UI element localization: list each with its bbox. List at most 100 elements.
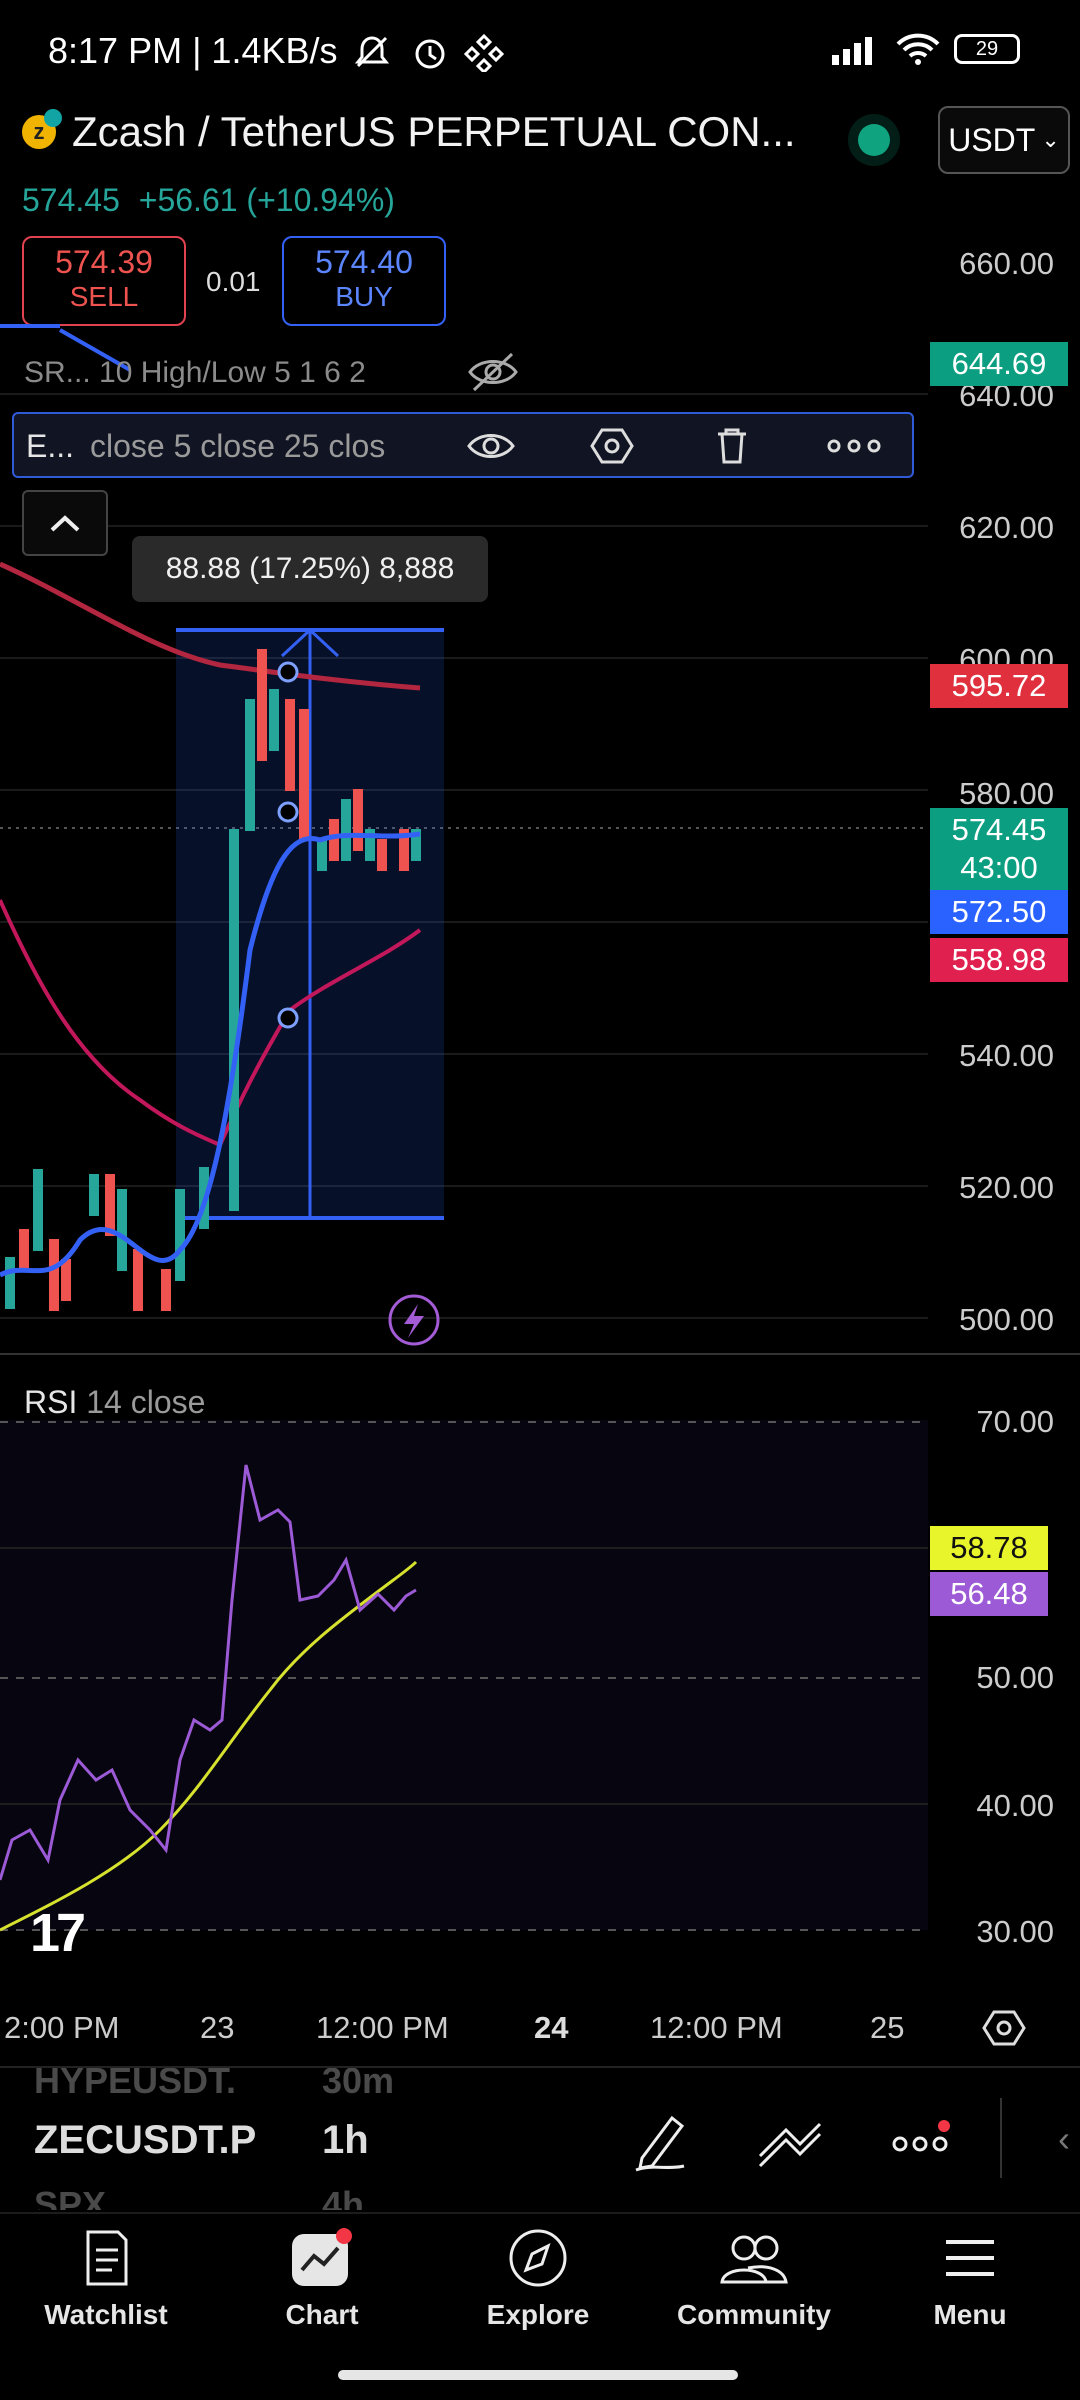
measure-handle[interactable] — [277, 801, 299, 823]
more-icon[interactable] — [826, 426, 882, 471]
signal-icon — [832, 37, 872, 65]
price-chart[interactable] — [0, 300, 1080, 1360]
nav-label: Chart — [285, 2299, 359, 2330]
status-time: 8:17 PM | 1.4KB/s — [48, 30, 338, 71]
rsi-scale-label: 40.00 — [976, 1788, 1054, 1823]
eye-off-icon[interactable] — [466, 350, 520, 399]
community-icon — [720, 2235, 788, 2284]
rsi-scale-label: 50.00 — [976, 1660, 1054, 1695]
time-axis-label: 23 — [200, 2010, 235, 2045]
nav-community[interactable]: Community — [664, 2228, 844, 2331]
last-price-tag: 574.45 — [930, 808, 1068, 852]
symbol-picker-current[interactable]: ZECUSDT.P — [34, 2118, 257, 2162]
time-axis-label: 25 — [870, 2010, 905, 2045]
rsi-tag: 56.48 — [930, 1572, 1048, 1616]
chevron-down-icon: ⌄ — [1041, 127, 1060, 152]
rsi-name: RSI — [24, 1384, 78, 1420]
chevron-up-icon — [50, 515, 80, 532]
trash-icon[interactable] — [714, 426, 750, 471]
symbol-title[interactable]: Zcash / TetherUS PERPETUAL CON... — [72, 108, 796, 155]
price-tag: 558.98 — [930, 938, 1068, 982]
draw-pen-icon[interactable] — [632, 2112, 688, 2177]
ema-name: E... — [26, 428, 75, 464]
symbol-picker-prev[interactable]: HYPEUSDT. — [34, 2066, 237, 2101]
interval-picker-next[interactable]: 4h — [322, 2184, 365, 2210]
rsi-params: 14 close — [86, 1384, 206, 1420]
price-scale-label: 540.00 — [959, 1038, 1054, 1073]
chart-icon — [292, 2228, 352, 2286]
more-tools-icon[interactable] — [890, 2112, 954, 2177]
price-change-percent: (+10.94%) — [246, 182, 395, 218]
symbol-picker-next[interactable]: SPX — [34, 2184, 107, 2210]
sr-indicator-label[interactable]: SR... 10 High/Low 5 1 6 2 — [24, 356, 366, 389]
ema-params: close 5 close 25 clos — [90, 428, 386, 464]
time-axis-label: 24 — [534, 2010, 569, 2045]
price-tag: 572.50 — [930, 890, 1068, 934]
status-bar: 8:17 PM | 1.4KB/s 29 — [0, 0, 1080, 100]
wifi-icon — [896, 33, 940, 65]
nav-explore[interactable]: Explore — [448, 2228, 628, 2331]
toolbar-divider — [1000, 2098, 1002, 2178]
measure-tooltip: 88.88 (17.25%) 8,888 — [132, 536, 488, 602]
currency-value: USDT — [948, 121, 1036, 158]
mute-icon — [352, 32, 392, 77]
lightning-icon[interactable] — [388, 1294, 440, 1346]
compass-icon — [509, 2229, 567, 2287]
binance-icon — [463, 32, 505, 77]
buy-button[interactable]: 574.40 BUY — [282, 236, 446, 326]
trend-line-icon[interactable] — [756, 2112, 824, 2177]
zcash-coin-icon: z — [22, 109, 62, 149]
eye-icon[interactable] — [466, 426, 516, 471]
price-scale-label: 580.00 — [959, 776, 1054, 811]
nav-watchlist[interactable]: Watchlist — [16, 2228, 196, 2331]
time-axis-label: 12:00 PM — [650, 2010, 783, 2045]
ema-indicator-bar[interactable]: E... close 5 close 25 clos — [12, 412, 914, 478]
collapse-indicators-button[interactable] — [22, 490, 108, 556]
nav-menu[interactable]: Menu — [880, 2228, 1060, 2331]
buy-price: 574.40 — [315, 244, 413, 280]
alarm-icon — [410, 32, 450, 77]
rsi-scale-label: 70.00 — [976, 1404, 1054, 1439]
price-tag: 644.69 — [930, 342, 1068, 386]
measure-handle[interactable] — [277, 1007, 299, 1029]
chart-toolbar: HYPEUSDT. ZECUSDT.P SPX 30m 1h 4h ‹ — [0, 2066, 1080, 2210]
rsi-tag: 58.78 — [930, 1526, 1048, 1570]
chart-settings-icon[interactable] — [982, 2008, 1026, 2053]
measure-handle[interactable] — [277, 661, 299, 683]
countdown-tag: 43:00 — [930, 846, 1068, 890]
price-tag: 595.72 — [930, 664, 1068, 708]
home-indicator[interactable] — [338, 2370, 738, 2380]
watchlist-icon — [86, 2230, 128, 2286]
nav-label: Community — [677, 2299, 831, 2330]
settings-hex-icon[interactable] — [590, 426, 634, 471]
chevron-left-icon[interactable]: ‹ — [1058, 2118, 1070, 2159]
last-price: 574.45 — [22, 182, 120, 218]
interval-picker-current[interactable]: 1h — [322, 2118, 369, 2162]
price-scale-label: 620.00 — [959, 510, 1054, 545]
price-scale-label: 500.00 — [959, 1302, 1054, 1337]
nav-chart[interactable]: Chart — [232, 2228, 412, 2331]
rsi-chart[interactable] — [0, 1356, 1080, 1976]
interval-picker-prev[interactable]: 30m — [322, 2066, 395, 2101]
spread-value: 0.01 — [206, 266, 261, 297]
market-status-indicator[interactable] — [858, 124, 890, 156]
symbol-header[interactable]: z Zcash / TetherUS PERPETUAL CON... — [22, 108, 832, 156]
sell-button[interactable]: 574.39 SELL — [22, 236, 186, 326]
price-scale-label: 660.00 — [959, 246, 1054, 281]
buy-label: BUY — [335, 281, 393, 312]
price-change-line: 574.45 +56.61 (+10.94%) — [22, 182, 395, 219]
hamburger-icon — [946, 2240, 994, 2276]
rsi-indicator-label[interactable]: RSI 14 close — [24, 1384, 205, 1421]
sell-price: 574.39 — [55, 244, 153, 280]
nav-label: Watchlist — [44, 2299, 168, 2330]
nav-label: Menu — [933, 2299, 1007, 2330]
bottom-navigation: Watchlist Chart Explore Community Menu — [0, 2212, 1080, 2400]
tradingview-logo: 17 — [30, 1903, 86, 1963]
rsi-scale-label: 30.00 — [976, 1914, 1054, 1949]
sell-label: SELL — [69, 281, 139, 312]
price-change: +56.61 — [138, 182, 238, 218]
battery-icon: 29 — [954, 34, 1020, 64]
time-axis-label: 2:00 PM — [4, 2010, 120, 2045]
currency-select[interactable]: USDT ⌄ — [938, 106, 1070, 174]
nav-label: Explore — [486, 2299, 590, 2330]
